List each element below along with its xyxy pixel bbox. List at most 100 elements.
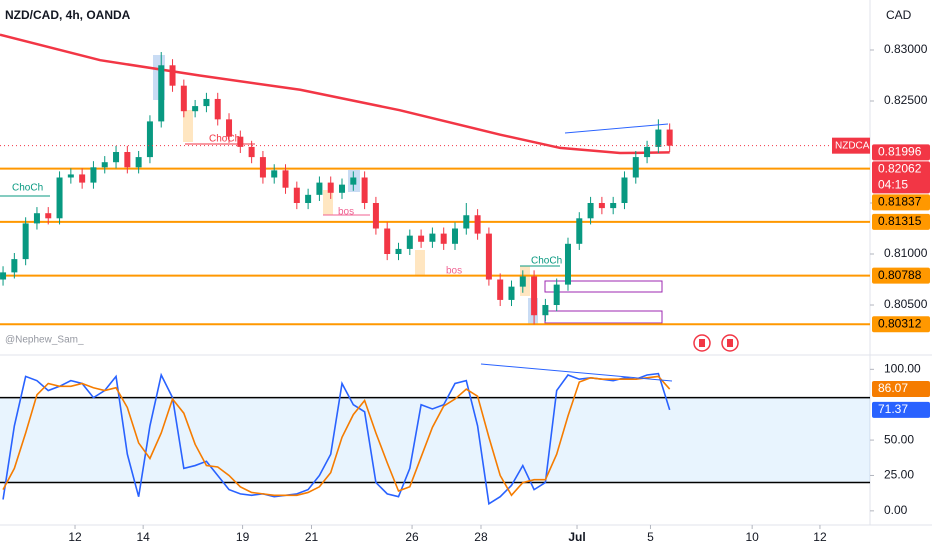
candle-body	[113, 151, 120, 163]
candle-body	[406, 235, 413, 249]
highlight-box	[323, 190, 333, 215]
candle-body	[158, 65, 165, 122]
candle-body	[316, 182, 323, 195]
y-tick-label: 0.81000	[884, 246, 928, 260]
divergence-line	[480, 363, 673, 382]
x-tick-label: 5	[647, 530, 654, 544]
x-tick-label: 19	[236, 530, 250, 544]
candle-body	[655, 129, 662, 147]
candle-body	[610, 203, 617, 209]
candle-body	[169, 65, 176, 86]
candle-body	[497, 279, 504, 300]
candle-body	[666, 129, 673, 146]
candle-body	[226, 119, 233, 137]
candle-body	[542, 305, 549, 316]
candle-body	[553, 284, 560, 306]
candle-body	[508, 286, 515, 300]
currency-label[interactable]: CAD	[886, 8, 912, 22]
candle-body	[11, 259, 18, 273]
annotation: bos	[338, 207, 354, 218]
candle-body	[259, 157, 266, 178]
candle-body	[282, 170, 289, 188]
highlight-box	[183, 110, 193, 142]
countdown-label: 04:15	[878, 178, 908, 192]
price-tag-label: 71.37	[878, 402, 908, 416]
moving-average	[0, 33, 670, 155]
candle-body	[350, 177, 357, 185]
candle-body	[361, 177, 368, 204]
price-tag-label: 0.80788	[878, 268, 922, 282]
candle-body	[192, 106, 199, 112]
candle-body	[429, 233, 436, 242]
band-fill	[0, 397, 870, 483]
oscillator-line	[2, 375, 671, 497]
x-tick-label: 10	[745, 530, 759, 544]
y-tick-label: 0.80500	[884, 297, 928, 311]
flag-icon	[727, 339, 733, 347]
symbol-tag	[832, 137, 870, 154]
flag-icon	[699, 339, 705, 347]
candle-body	[33, 213, 40, 224]
candle-body	[451, 228, 458, 244]
annotation: bos	[446, 266, 462, 277]
candle-body	[587, 203, 594, 219]
candle-body	[339, 184, 346, 193]
candle-body	[203, 98, 210, 107]
y-tick-label: 0.82500	[884, 93, 928, 107]
y-tick-label: 0.00	[884, 503, 908, 517]
candle-body	[598, 203, 605, 209]
price-tag-label: 0.81996	[878, 145, 922, 159]
candle-body	[22, 223, 29, 260]
zone-box	[544, 280, 663, 293]
divergence-line	[564, 123, 669, 134]
price-tag	[872, 144, 930, 161]
candle-body	[440, 233, 447, 244]
y-tick-label: 50.00	[884, 432, 914, 446]
candle-body	[124, 151, 131, 168]
candle-body	[327, 182, 334, 193]
candle-body	[519, 276, 526, 287]
annotation: ChoCh	[209, 134, 240, 145]
candle-body	[305, 194, 312, 204]
price-tag-label: 0.82062	[878, 162, 922, 176]
candle-body	[576, 218, 583, 244]
y-tick-label: 100.00	[884, 361, 921, 375]
candle-body	[372, 203, 379, 229]
annotation: ChoCh	[531, 256, 562, 267]
x-tick-label: 21	[305, 530, 319, 544]
x-tick-label: 14	[136, 530, 150, 544]
price-tag-label: 0.80312	[878, 316, 922, 330]
candle-body	[485, 233, 492, 280]
x-tick-label: 26	[405, 530, 419, 544]
price-tag	[872, 316, 930, 333]
candle-body	[293, 187, 300, 204]
symbol-tag-label: NZDCAD	[835, 140, 877, 151]
x-tick-label: 28	[474, 530, 488, 544]
candle-body	[180, 85, 187, 112]
candle-body	[237, 136, 244, 147]
event-icon[interactable]	[721, 334, 739, 352]
price-tag	[872, 401, 930, 418]
annotation: ChoCh	[12, 183, 43, 194]
event-icon[interactable]	[693, 334, 711, 352]
candle-body	[531, 276, 538, 316]
chart-title: NZD/CAD, 4h, OANDA	[5, 8, 131, 22]
candle-body	[248, 146, 255, 158]
candle-body	[135, 157, 142, 168]
price-tag	[872, 267, 930, 284]
price-tag	[872, 161, 930, 194]
candle-body	[463, 215, 470, 229]
candle-body	[56, 177, 63, 219]
candle-body	[474, 215, 481, 234]
candle-body	[0, 272, 7, 280]
candle-body	[644, 146, 651, 158]
candle-body	[214, 98, 221, 120]
x-tick-label: 12	[813, 530, 827, 544]
candle-body	[101, 162, 108, 168]
candle-body	[67, 174, 74, 178]
candle-body	[564, 243, 571, 285]
candle-body	[271, 170, 278, 178]
candle-body	[45, 213, 52, 219]
price-tag-label: 0.81837	[878, 195, 922, 209]
